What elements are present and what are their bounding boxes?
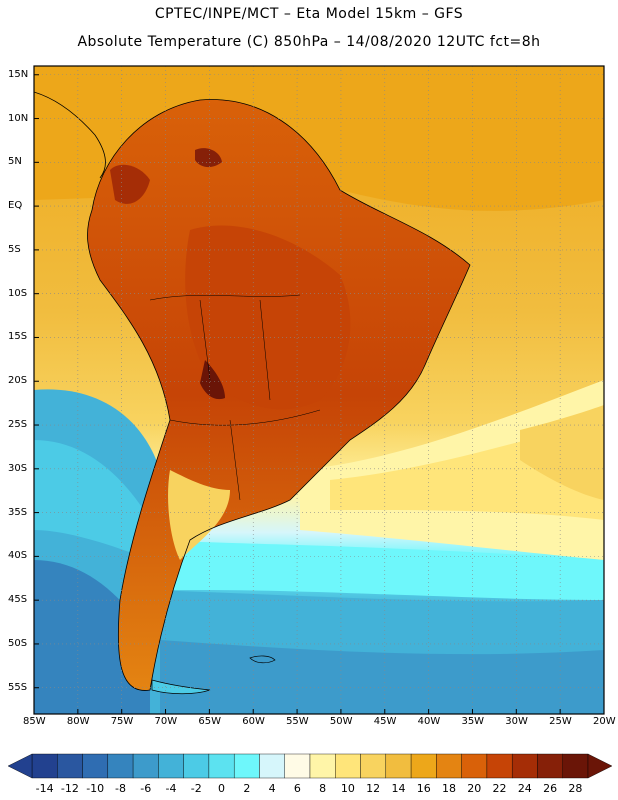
lon-label: 35W [461,716,485,727]
colorbar-swatch [233,753,260,779]
colorbar-swatch [486,753,513,779]
colorbar-label: 10 [340,782,355,795]
colorbar-swatch [385,753,412,779]
colorbar-swatch [183,753,210,779]
colorbar-swatch [511,753,538,779]
colorbar-label: 2 [243,782,251,795]
colorbar-swatch [107,753,134,779]
colorbar-label: 24 [517,782,532,795]
title-line-2: Absolute Temperature (C) 850hPa – 14/08/… [77,34,541,50]
lat-label: 20S [8,375,28,387]
lon-label: 55W [286,716,309,727]
lon-label: 70W [154,716,178,727]
lon-label: 80W [66,716,90,727]
colorbar [7,753,613,779]
colorbar-swatch [132,753,159,779]
colorbar-label: 20 [467,782,482,795]
lon-label: 75W [110,716,134,727]
lat-label: 45S [8,594,28,606]
colorbar-swatch [284,753,311,779]
colorbar-swatch [461,753,488,779]
colorbar-label: -4 [165,782,177,795]
colorbar-label: 8 [319,782,327,795]
lat-label: 55S [8,681,28,693]
colorbar-label: 22 [492,782,507,795]
colorbar-swatch [360,753,387,779]
colorbar-label: 18 [442,782,456,795]
colorbar-swatch [158,753,184,779]
colorbar-swatch [208,753,235,779]
colorbar-swatch [57,753,83,779]
lat-label: 10S [8,287,28,299]
colorbar-swatch [31,753,58,779]
colorbar-left-arrow [7,753,33,779]
colorbar-swatch [410,753,437,779]
colorbar-label: 12 [366,782,381,795]
colorbar-label: 26 [543,782,558,795]
lat-label: 10N [8,112,29,124]
lon-label: 85W [23,716,46,727]
colorbar-swatch [259,753,285,779]
lon-label: 50W [329,716,353,727]
colorbar-label: -6 [140,782,152,795]
lon-label: 25W [549,716,572,727]
colorbar-swatch [335,753,361,779]
map-frame [33,65,605,715]
lat-label: 35S [8,506,28,518]
lon-label: 60W [242,716,265,727]
lat-label: 30S [8,462,28,474]
lat-label: 40S [8,550,28,562]
lat-label: 5S [8,243,21,255]
lat-label: EQ [8,200,23,212]
colorbar-swatch [537,753,563,779]
lon-label: 40W [417,716,441,727]
lat-label: 15N [8,68,29,80]
colorbar-label: 28 [568,782,583,795]
title-line-1: CPTEC/INPE/MCT – Eta Model 15km – GFS [154,6,464,22]
colorbar-label: 6 [293,782,301,795]
colorbar-swatch [562,753,589,779]
colorbar-label: -2 [190,782,202,795]
colorbar-right-arrow [587,753,613,779]
colorbar-label: 0 [218,782,226,795]
colorbar-label: -8 [114,782,126,795]
lon-label: 65W [198,716,221,727]
lon-label: 20W [593,716,616,727]
lat-label: 50S [8,637,28,649]
axis-ticks [33,74,605,714]
colorbar-swatch [309,753,336,779]
colorbar-label: 14 [391,782,406,795]
lat-label: 25S [8,419,28,431]
lat-label: 5N [8,156,22,168]
colorbar-swatch [436,753,462,779]
temperature-field [34,66,604,714]
lon-label: 45W [373,716,397,727]
colorbar-label: -12 [60,782,79,795]
lat-label: 15S [8,331,28,343]
colorbar-label: 4 [268,782,276,795]
colorbar-swatch [82,753,109,779]
colorbar-label: 16 [416,782,431,795]
colorbar-label: -14 [35,782,54,795]
lon-label: 30W [505,716,528,727]
colorbar-label: -10 [86,782,105,795]
